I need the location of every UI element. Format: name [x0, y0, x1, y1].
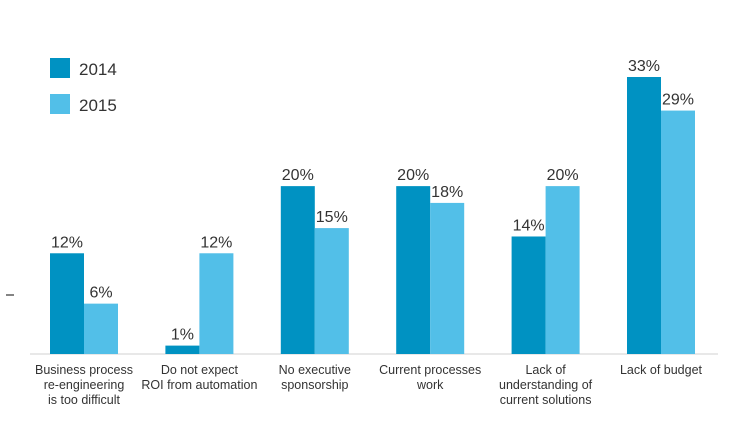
category-label-5: Lack of budget [620, 363, 703, 377]
category-label-line: No executive [279, 363, 351, 377]
category-label-line: Do not expect [161, 363, 239, 377]
category-label-line: Business process [35, 363, 133, 377]
value-label-2015-cat-1: 12% [200, 234, 232, 251]
value-label-2015-cat-0: 6% [89, 285, 112, 302]
category-label-line: is too difficult [48, 393, 121, 407]
value-label-2015-cat-3: 18% [431, 184, 463, 201]
bar-2014-cat-5 [627, 77, 661, 354]
legend-label-2014: 2014 [79, 60, 117, 79]
category-label-line: work [416, 378, 444, 392]
category-label-line: ROI from automation [141, 378, 257, 392]
legend: 2014 2015 [50, 58, 117, 115]
bar-2015-cat-1 [199, 253, 234, 354]
bars-group [50, 77, 695, 354]
legend-item-2014: 2014 [50, 58, 117, 79]
category-label-line: Lack of budget [620, 363, 703, 377]
category-label-0: Business process re-engineering is too dif… [35, 363, 133, 407]
category-label-line: current solutions [500, 393, 592, 407]
value-label-2015-cat-5: 29% [662, 92, 694, 109]
legend-label-2015: 2015 [79, 96, 117, 115]
category-label-2: No executive sponsorship [279, 363, 351, 392]
legend-swatch-2014 [50, 58, 70, 78]
value-label-2014-cat-0: 12% [51, 234, 83, 251]
bar-2015-cat-4 [545, 186, 580, 354]
value-labels-group: 12%6%1%12%20%15%20%18%14%20%33%29% [51, 58, 694, 344]
value-label-2014-cat-1: 1% [171, 327, 194, 344]
category-label-3: Current processes work [379, 363, 481, 392]
bar-2014-cat-2 [280, 186, 315, 354]
value-label-2014-cat-5: 33% [628, 58, 660, 75]
category-label-4: Lack of understanding of current solutions [499, 363, 593, 407]
bar-2014-cat-4 [511, 236, 546, 354]
bar-2014-cat-3 [396, 186, 431, 354]
value-label-2014-cat-4: 14% [513, 217, 545, 234]
value-label-2014-cat-2: 20% [282, 167, 314, 184]
category-label-1: Do not expect ROI from automation [141, 363, 257, 392]
category-label-line: Lack of [525, 363, 566, 377]
value-label-2014-cat-3: 20% [397, 167, 429, 184]
bar-2015-cat-2 [314, 228, 349, 354]
bar-2015-cat-3 [430, 202, 465, 354]
legend-item-2015: 2015 [50, 94, 117, 115]
bar-2015-cat-0 [84, 303, 118, 354]
value-label-2015-cat-4: 20% [547, 167, 579, 184]
category-label-line: Current processes [379, 363, 481, 377]
legend-swatch-2015 [50, 94, 70, 114]
category-label-line: sponsorship [281, 378, 348, 392]
bar-2014-cat-0 [50, 253, 84, 354]
category-label-line: re-engineering [44, 378, 125, 392]
bar-2014-cat-1 [165, 345, 200, 354]
category-labels-group: Business process re-engineering is too dif… [35, 363, 703, 407]
category-label-line: understanding of [499, 378, 593, 392]
value-label-2015-cat-2: 15% [316, 209, 348, 226]
bar-2015-cat-5 [661, 110, 695, 354]
